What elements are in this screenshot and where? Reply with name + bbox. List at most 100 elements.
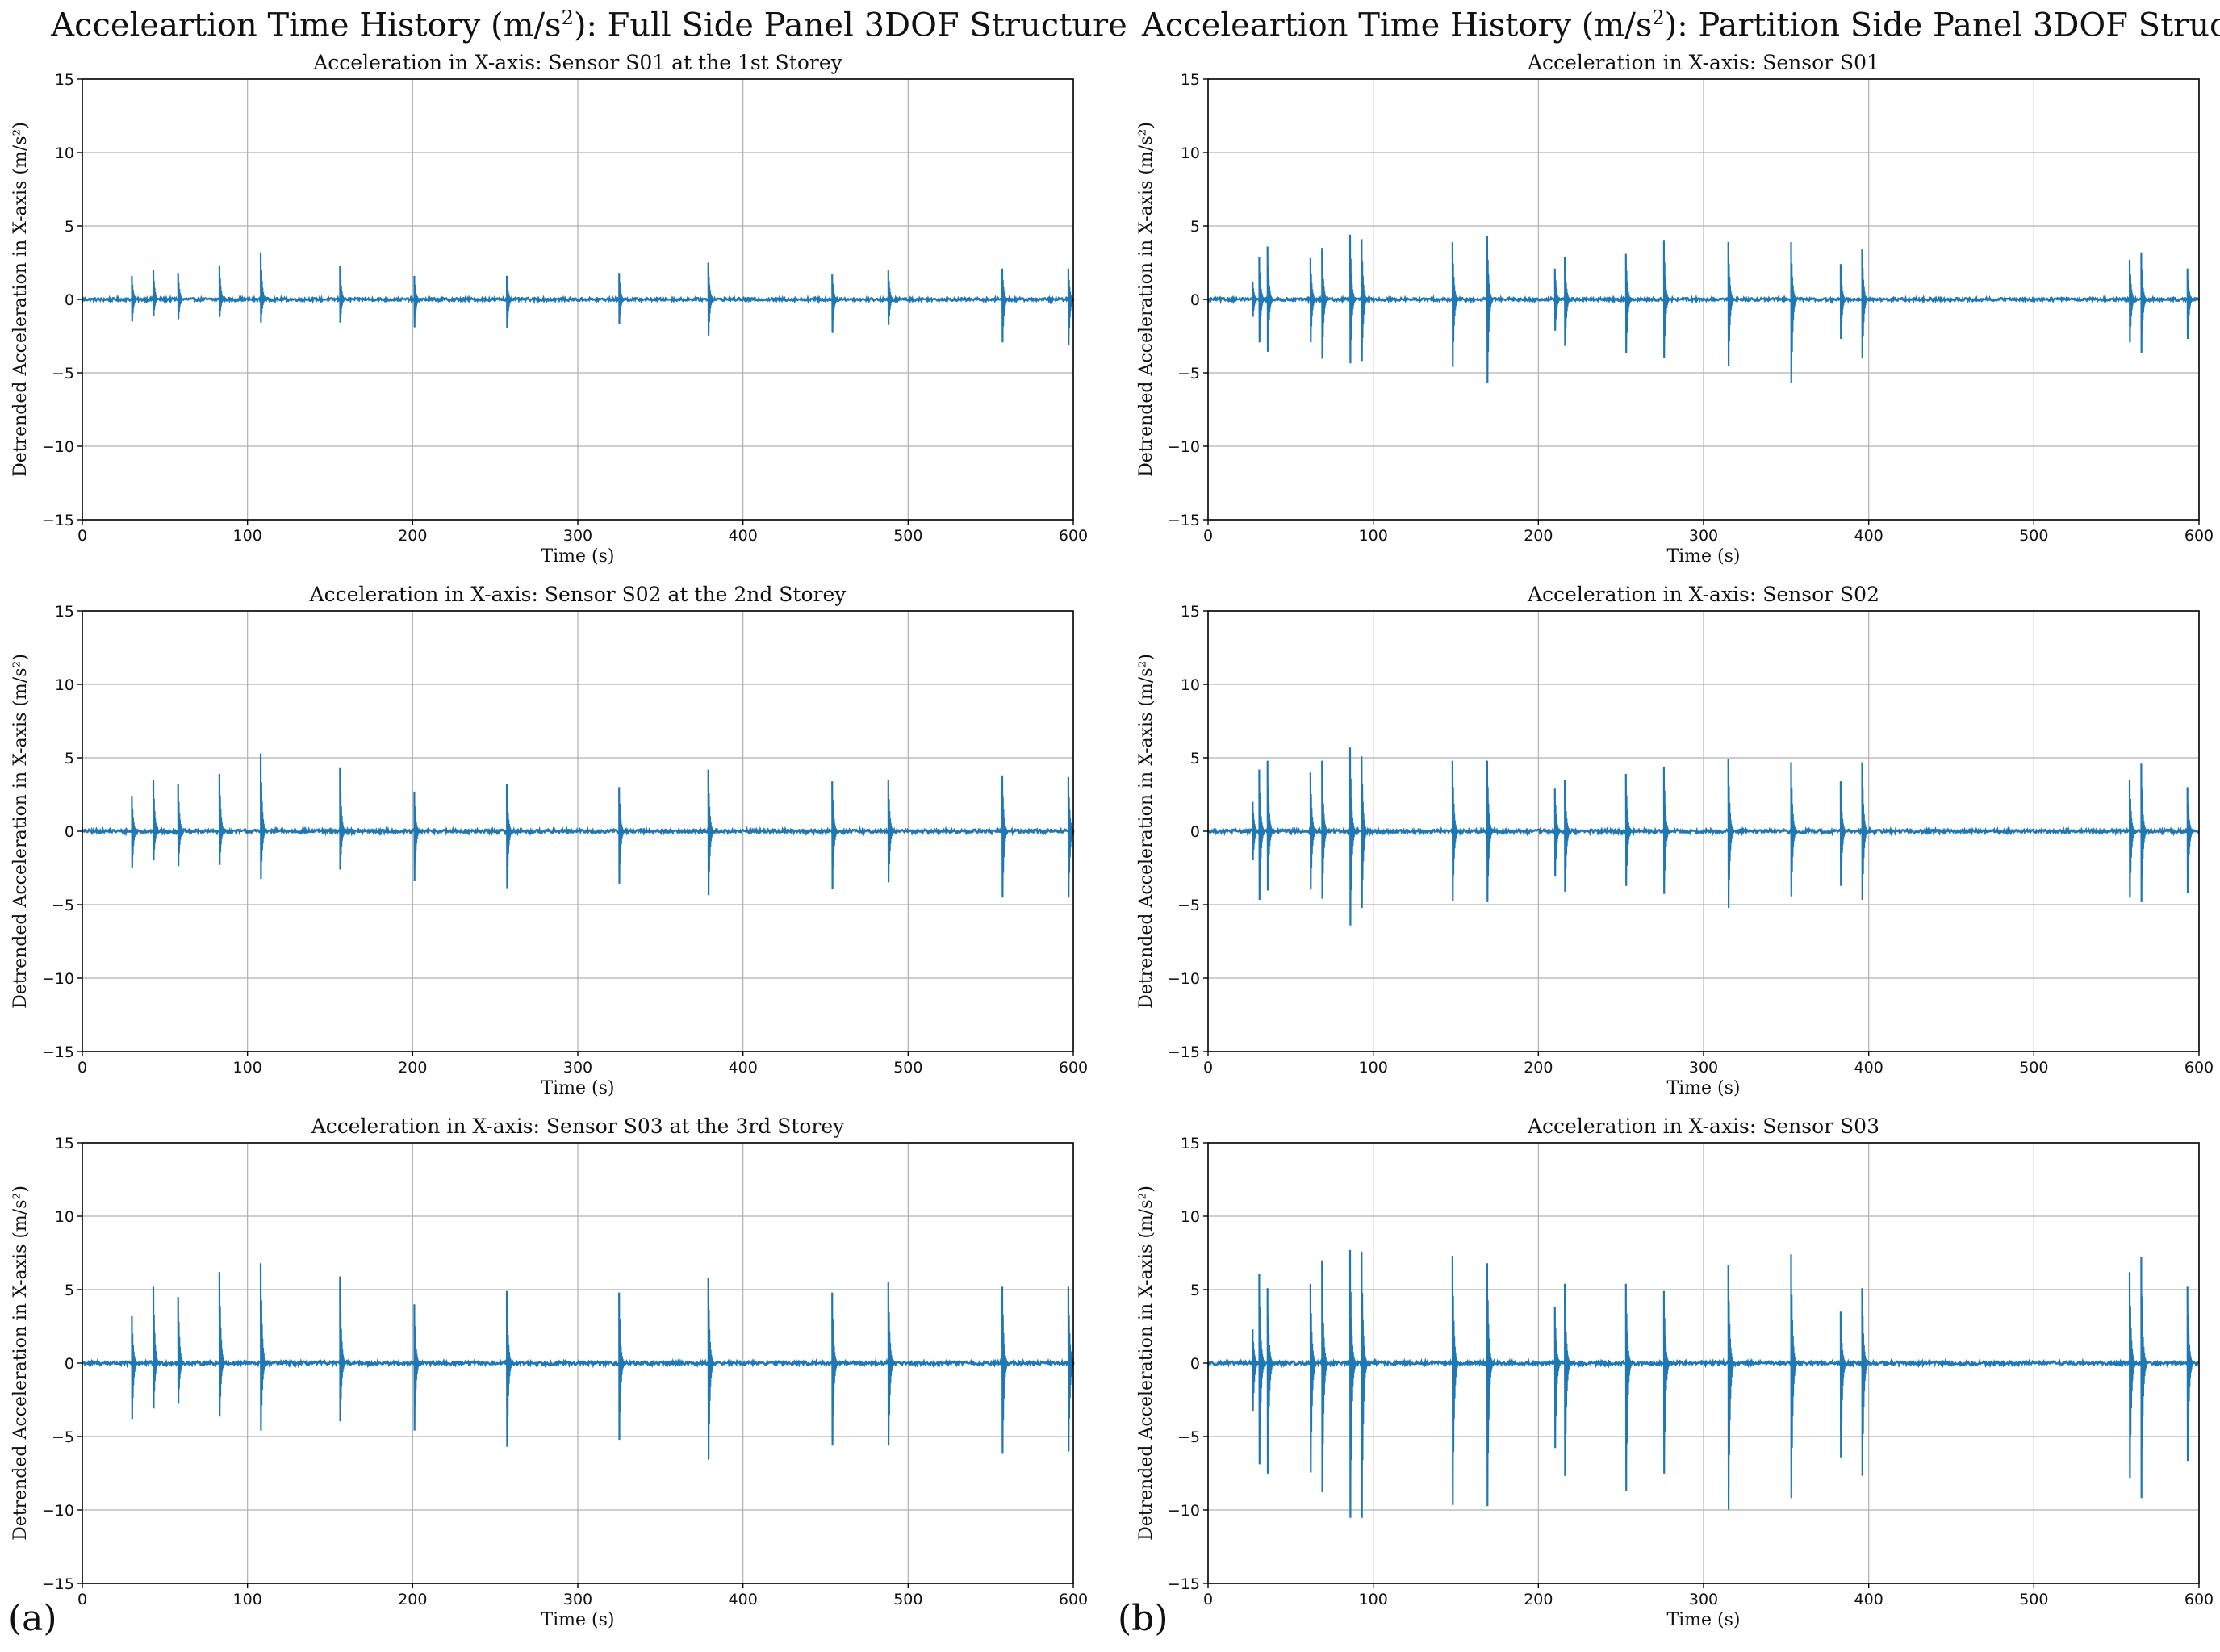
burst-11: [1624, 1283, 1633, 1491]
y-tick-label-6: 15: [55, 603, 74, 621]
y-tick-label-4: 5: [65, 1282, 74, 1299]
burst-16: [1861, 762, 1869, 901]
y-tick-label-2: −5: [1177, 365, 1200, 383]
x-tick-label-0: 0: [1203, 1591, 1213, 1608]
x-tick-label-6: 600: [2184, 1591, 2214, 1608]
burst-13: [1727, 241, 1735, 366]
y-tick-label-5: 10: [55, 676, 74, 694]
burst-15: [1839, 781, 1847, 886]
chart-title: Acceleration in X-axis: Sensor S01: [1527, 51, 1879, 74]
burst-12: [1662, 1290, 1670, 1474]
x-tick-label-6: 600: [1059, 1591, 1088, 1608]
burst-18: [2140, 1257, 2147, 1499]
burst-9: [1553, 788, 1562, 877]
signal-baseline: [1206, 826, 2200, 837]
x-tick-label-6: 600: [1059, 1059, 1088, 1077]
chart-a-0: 0 100 200 300 400 500 600 −15 −10 −5 0 5 10 15 Acceler…: [10, 51, 1088, 567]
burst-4: [259, 252, 267, 323]
y-tick-label-5: 10: [1181, 144, 1200, 162]
x-tick-label-4: 400: [1854, 1059, 1883, 1077]
x-tick-label-2: 200: [1524, 527, 1553, 545]
burst-10: [831, 274, 838, 333]
y-tick-label-1: −10: [1168, 438, 1200, 456]
x-tick-label-5: 500: [2019, 1591, 2048, 1608]
burst-13: [1727, 1265, 1735, 1510]
x-axis-label: Time (s): [1666, 546, 1740, 567]
y-tick-label-1: −10: [42, 970, 74, 988]
burst-19: [2186, 1286, 2194, 1462]
x-tick-label-4: 400: [729, 1591, 758, 1608]
y-tick-label-3: 0: [65, 823, 74, 841]
burst-2: [1266, 1288, 1274, 1474]
burst-3: [1309, 257, 1317, 343]
x-tick-label-4: 400: [729, 1059, 758, 1077]
y-tick-label-6: 15: [1181, 603, 1200, 621]
x-tick-label-0: 0: [77, 527, 87, 545]
burst-19: [2186, 787, 2194, 893]
x-tick-label-2: 200: [1524, 1059, 1553, 1077]
chart-title: Acceleration in X-axis: Sensor S02 at th…: [309, 583, 847, 606]
burst-3: [1309, 1283, 1317, 1473]
burst-1: [1258, 257, 1266, 343]
burst-6: [413, 1304, 420, 1431]
burst-0: [131, 275, 138, 322]
y-tick-label-5: 10: [55, 144, 74, 162]
x-tick-label-0: 0: [1203, 1059, 1213, 1077]
burst-18: [2140, 763, 2147, 902]
burst-5: [1348, 1249, 1357, 1518]
x-tick-label-1: 100: [1359, 527, 1388, 545]
chart-title: Acceleration in X-axis: Sensor S03: [1527, 1115, 1879, 1138]
y-tick-label-4: 5: [1190, 750, 1200, 767]
burst-13: [1727, 759, 1735, 909]
x-tick-label-1: 100: [233, 1591, 262, 1608]
x-tick-label-3: 300: [563, 1059, 592, 1077]
y-axis-label: Detrended Acceleration in X-axis (m/s²): [10, 1186, 31, 1541]
signal-baseline: [1206, 294, 2200, 305]
x-tick-label-1: 100: [233, 1059, 262, 1077]
y-axis-label: Detrended Acceleration in X-axis (m/s²): [1136, 654, 1156, 1009]
burst-7: [1451, 760, 1459, 901]
burst-1: [152, 1286, 160, 1409]
x-tick-label-0: 0: [77, 1059, 87, 1077]
burst-11: [1624, 773, 1633, 886]
y-tick-label-3: 0: [65, 1355, 74, 1373]
y-tick-label-6: 15: [1181, 71, 1200, 89]
chart-a-1: 0 100 200 300 400 500 600 −15 −10 −5 0 5 10 15 Acceler…: [10, 583, 1088, 1098]
burst-7: [505, 784, 513, 889]
y-tick-label-2: −5: [1177, 1428, 1200, 1446]
x-tick-label-5: 500: [893, 527, 922, 545]
chart-title: Acceleration in X-axis: Sensor S03 at th…: [311, 1115, 845, 1138]
x-axis-label: Time (s): [1666, 1610, 1740, 1630]
burst-5: [1348, 234, 1357, 364]
y-axis-label: Detrended Acceleration in X-axis (m/s²): [10, 122, 31, 477]
x-axis-label: Time (s): [541, 546, 614, 567]
y-tick-label-5: 10: [55, 1208, 74, 1226]
burst-12: [1001, 1286, 1009, 1454]
y-tick-label-4: 5: [1190, 218, 1200, 236]
burst-8: [1486, 760, 1494, 902]
burst-6: [413, 791, 420, 882]
burst-10: [1564, 257, 1571, 346]
panel-label-b: (b): [1118, 1598, 1169, 1639]
chart-title: Acceleration in X-axis: Sensor S01 at th…: [312, 51, 842, 74]
burst-0: [131, 796, 138, 869]
x-tick-label-5: 500: [893, 1059, 922, 1077]
burst-0: [1252, 282, 1259, 317]
burst-4: [1321, 1260, 1328, 1493]
y-tick-label-0: −15: [42, 1575, 74, 1593]
burst-12: [1001, 775, 1009, 898]
y-tick-label-1: −10: [42, 438, 74, 456]
burst-16: [1861, 1288, 1869, 1476]
x-tick-label-2: 200: [1524, 1591, 1553, 1608]
y-tick-label-3: 0: [1190, 1355, 1200, 1373]
y-tick-label-4: 5: [1190, 1282, 1200, 1299]
burst-10: [831, 781, 838, 890]
right-header: Acceleartion Time History (m/s2): Partit…: [1142, 6, 2220, 44]
burst-0: [1252, 801, 1259, 861]
burst-15: [1839, 1311, 1847, 1458]
burst-6: [1361, 756, 1368, 909]
y-tick-label-0: −15: [1168, 1575, 1200, 1593]
y-tick-label-2: −5: [1177, 897, 1200, 914]
y-tick-label-3: 0: [1190, 291, 1200, 309]
x-axis-label: Time (s): [1666, 1078, 1740, 1098]
